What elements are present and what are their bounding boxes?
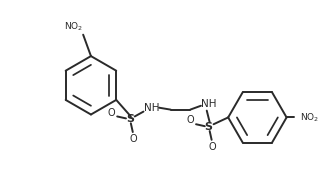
Text: O: O (108, 108, 115, 118)
Text: NH: NH (201, 99, 216, 109)
Text: NH: NH (143, 103, 159, 113)
Text: NO$_2$: NO$_2$ (300, 111, 320, 124)
Text: O: O (130, 134, 138, 144)
Text: O: O (209, 142, 216, 152)
Text: O: O (187, 115, 194, 125)
Text: NO$_2$: NO$_2$ (64, 21, 83, 33)
Text: S: S (205, 122, 213, 132)
Text: S: S (126, 114, 134, 124)
